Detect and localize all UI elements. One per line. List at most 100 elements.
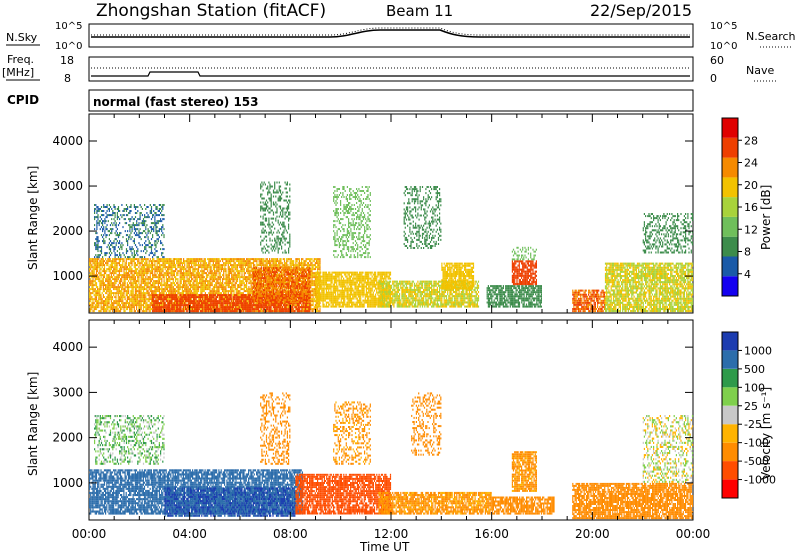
echo-cell [218, 306, 220, 309]
echo-cell [95, 286, 98, 289]
echo-cell [149, 258, 151, 261]
echo-cell [131, 294, 133, 297]
echo-cell [167, 304, 170, 307]
echo-cell [238, 292, 240, 295]
echo-cell [119, 290, 122, 293]
echo-cell [123, 280, 125, 283]
echo-cell [241, 276, 243, 279]
echo-cell [220, 286, 222, 289]
echo-cell [148, 292, 150, 295]
echo-cell [234, 258, 236, 261]
echo-cell [314, 276, 316, 279]
echo-cell [262, 280, 264, 283]
echo-cell [246, 284, 248, 287]
echo-cell [213, 302, 215, 305]
echo-cell [128, 272, 130, 275]
echo-cell [154, 286, 156, 289]
echo-cell [234, 304, 236, 307]
echo-cell [103, 282, 106, 285]
echo-cell [216, 274, 218, 277]
echo-cell [190, 302, 192, 305]
echo-cell [130, 306, 132, 309]
echo-cell [301, 262, 303, 265]
echo-cell [186, 280, 188, 283]
echo-cell [144, 280, 146, 283]
echo-cell [107, 280, 109, 283]
echo-cell [235, 264, 237, 267]
echo-cell [116, 304, 118, 307]
echo-cell [102, 280, 104, 283]
echo-cell [219, 302, 221, 305]
echo-cell [197, 308, 199, 311]
echo-cell [200, 308, 202, 311]
echo-cell [226, 298, 228, 301]
echo-cell [116, 280, 118, 283]
echo-cell [129, 304, 131, 307]
echo-cell [118, 296, 120, 299]
echo-cell [146, 270, 148, 273]
echo-cell [95, 284, 98, 287]
echo-cell [243, 282, 245, 285]
echo-cell [155, 274, 157, 277]
echo-cell [189, 266, 192, 269]
echo-cell [187, 268, 189, 271]
echo-cell [217, 270, 219, 273]
echo-cell [281, 266, 283, 269]
echo-cell [97, 294, 99, 297]
echo-cell [315, 266, 318, 269]
echo-cell [176, 282, 178, 285]
echo-cell [224, 268, 226, 271]
echo-cell [247, 268, 249, 271]
echo-cell [141, 288, 143, 291]
echo-cell [172, 286, 174, 289]
echo-cell [205, 310, 207, 313]
echo-cell [91, 270, 93, 273]
echo-cell [149, 270, 151, 273]
echo-cell [129, 278, 131, 281]
echo-cell [296, 258, 298, 261]
echo-cell [301, 304, 303, 307]
echo-cell [138, 278, 140, 281]
echo-cell [158, 278, 161, 281]
echo-cell [212, 268, 214, 271]
echo-cell [131, 264, 133, 267]
echo-cell [123, 282, 125, 285]
echo-cell [230, 260, 232, 263]
echo-cell [164, 268, 166, 271]
echo-cell [185, 298, 187, 301]
echo-cell [208, 298, 211, 301]
echo-cell [128, 274, 130, 277]
echo-cell [240, 294, 243, 297]
echo-cell [157, 286, 159, 289]
echo-cell [226, 300, 228, 303]
echo-cell [215, 292, 217, 295]
echo-cell [123, 306, 125, 309]
echo-cell [182, 300, 184, 303]
echo-cell [186, 288, 188, 291]
echo-cell [91, 258, 93, 261]
echo-cell [94, 290, 96, 293]
echo-cell [95, 292, 98, 295]
echo-cell [314, 300, 316, 303]
echo-cell [194, 262, 196, 265]
echo-cell [179, 258, 181, 261]
echo-cell [240, 286, 242, 289]
echo-cell [231, 276, 233, 279]
echo-cell [133, 264, 135, 267]
echo-cell [224, 266, 226, 269]
echo-cell [105, 300, 107, 303]
echo-cell [95, 300, 98, 303]
echo-cell [307, 264, 310, 267]
echo-cell [99, 264, 101, 267]
echo-cell [105, 308, 107, 311]
echo-cell [149, 282, 151, 285]
echo-cell [119, 258, 122, 261]
echo-cell [194, 296, 196, 299]
echo-cell [144, 300, 146, 303]
echo-cell [165, 272, 167, 275]
echo-cell [216, 300, 219, 303]
echo-cell [108, 284, 110, 287]
echo-cell [248, 278, 250, 281]
echo-cell [145, 292, 147, 295]
echo-cell [236, 280, 239, 283]
